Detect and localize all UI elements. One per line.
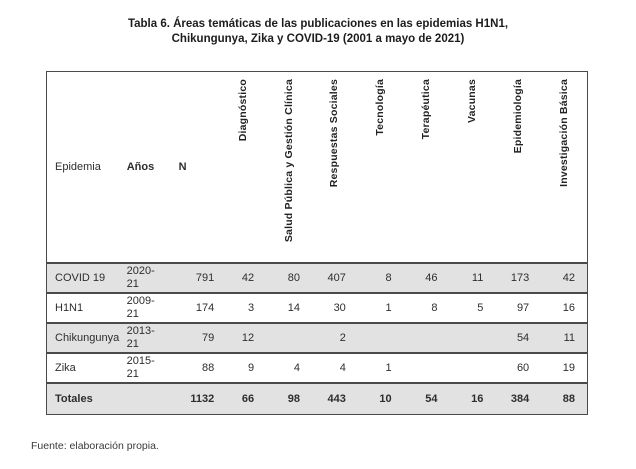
cell-epidemia: Zika [55,361,76,374]
cell-value [404,354,450,382]
header-terapeutica: Terapéutica [404,72,450,262]
cell-value: 8 [431,301,438,314]
cell-value: 80 [287,271,300,284]
cell-value: 16 [562,301,576,314]
header-vacunas: Vacunas [450,72,496,262]
cell-value: 11 [471,271,484,284]
cell-n: 791 [195,271,215,284]
totals-label: Totales [55,392,93,405]
cell-anos-empty [127,384,173,414]
rotated-header-label: Salud Pública y Gestión Clínica [282,79,295,243]
rotated-header-label: Investigación Básica [557,79,570,187]
rotated-header-label: Epidemiología [511,79,524,154]
cell-value: 4 [293,361,300,374]
cell-value: 42 [241,271,255,284]
rotated-header-label: Vacunas [465,79,478,124]
cell-value: 11 [563,331,576,344]
cell-value: 3 [248,301,255,314]
cell-anos: 2020-21 [126,265,155,290]
cell-value: 1 [385,361,392,374]
header-salud-publica: Salud Pública y Gestión Clínica [266,72,312,262]
cell-value: 9 [248,361,255,374]
cell-n: 1132 [190,392,215,405]
table-title-line1: Tabla 6. Áreas temáticas de las publicac… [127,18,509,30]
cell-epidemia: H1N1 [55,301,84,314]
cell-value: 46 [425,271,438,284]
rotated-header-label: Respuestas Sociales [328,79,341,188]
cell-value: 14 [287,301,300,314]
cell-value: 97 [516,301,530,314]
rotated-header-label: Diagnóstico [236,79,249,142]
cell-value: 42 [562,271,576,284]
header-respuestas-sociales: Respuestas Sociales [312,72,358,262]
rotated-header-label: Tecnología [374,79,387,136]
source-note: Fuente: elaboración propia. [31,440,159,452]
cell-value: 19 [562,361,576,374]
cell-value: 16 [471,392,484,405]
table-row-totals: Totales 1132 66 98 443 10 54 16 384 88 [47,382,587,414]
cell-value: 60 [516,361,530,374]
cell-value: 173 [510,271,530,284]
table-title: Tabla 6. Áreas temáticas de las publicac… [0,17,636,47]
header-investigacion-basica: Investigación Básica [541,72,587,262]
cell-value: 12 [241,331,255,344]
table-row-zika: Zika 2015-21 88 9 4 4 1 60 19 [47,352,587,382]
cell-value: 407 [327,271,346,284]
cell-value: 88 [562,392,576,405]
cell-epidemia: Chikungunya [55,331,120,344]
header-epidemia: Epidemia [55,160,101,173]
cell-value: 5 [477,301,484,314]
table-row-chikungunya: Chikungunya 2013-21 79 12 2 54 11 [47,322,587,352]
cell-value: 4 [339,361,346,374]
cell-value: 443 [327,392,346,405]
cell-value [358,324,404,352]
cell-value: 98 [287,392,300,405]
cell-value: 10 [379,392,392,405]
rotated-header-label: Terapéutica [420,79,433,140]
header-anos: Años [126,160,155,173]
cell-value [450,324,496,352]
header-tecnologia: Tecnología [358,72,404,262]
cell-value: 66 [241,392,255,405]
cell-value: 54 [516,331,530,344]
header-epidemiologia: Epidemiología [495,72,541,262]
cell-value: 1 [385,301,392,314]
cell-anos: 2013-21 [126,325,155,350]
cell-value [266,324,312,352]
cell-n: 79 [202,331,215,344]
cell-value: 54 [425,392,438,405]
header-n: N [178,160,187,173]
cell-n: 88 [202,361,215,374]
table-header-row: Epidemia Años N Diagnóstico Salud Públic… [47,72,587,262]
cell-epidemia: COVID 19 [55,271,106,284]
header-diagnostico: Diagnóstico [220,72,266,262]
cell-value: 8 [385,271,392,284]
cell-value: 2 [339,331,346,344]
table-row-h1n1: H1N1 2009-21 174 3 14 30 1 8 5 97 16 [47,292,587,322]
cell-value [404,324,450,352]
cell-n: 174 [195,301,215,314]
table-title-line2: Chikungunya, Zika y COVID-19 (2001 a may… [171,33,465,45]
cell-anos: 2009-21 [126,295,155,320]
cell-value: 30 [333,301,346,314]
cell-value: 384 [510,392,530,405]
publications-table: Epidemia Años N Diagnóstico Salud Públic… [46,71,588,415]
cell-anos: 2015-21 [126,355,155,380]
table-row-covid19: COVID 19 2020-21 791 42 80 407 8 46 11 1… [47,262,587,292]
cell-value [450,354,496,382]
